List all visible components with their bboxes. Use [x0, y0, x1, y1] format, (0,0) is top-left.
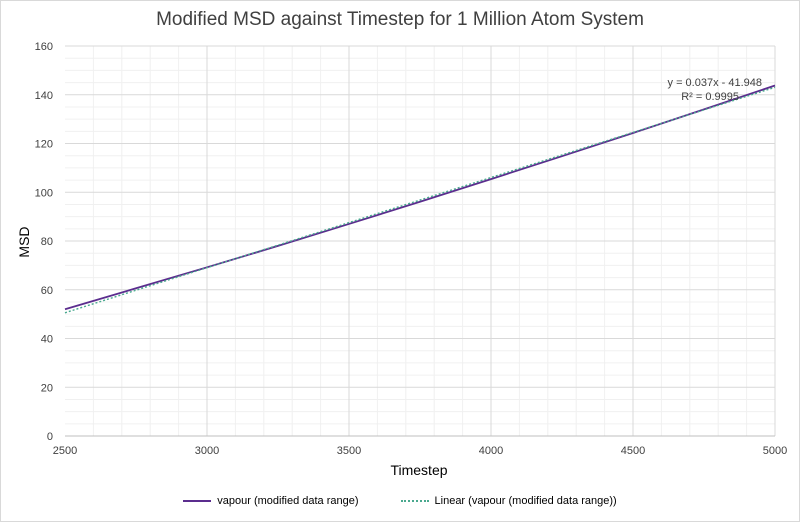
major-gridlines	[65, 45, 776, 436]
x-tick-label: 2500	[53, 445, 77, 457]
series-layer	[64, 84, 776, 314]
x-tick-label: 3500	[337, 445, 361, 457]
y-tick-label: 40	[41, 334, 53, 346]
x-tick-labels: 2500 3000 3500 4000 4500 5000	[53, 445, 787, 457]
y-tick-label: 160	[35, 41, 53, 53]
legend-label-linear: Linear (vapour (modified data range))	[434, 495, 617, 507]
y-tick-label: 100	[35, 187, 53, 199]
y-tick-label: 120	[35, 139, 53, 151]
y-tick-labels: 0 20 40 60 80 100 120 140 160	[35, 41, 53, 443]
y-tick-label: 0	[47, 431, 53, 443]
y-tick-label: 140	[35, 90, 53, 102]
trendline-linear	[64, 86, 776, 314]
legend: vapour (modified data range) Linear (vap…	[0, 495, 800, 507]
x-axis-label: Timestep	[390, 462, 447, 478]
trendline-equation: y = 0.037x - 41.948	[668, 77, 762, 89]
x-tick-label: 3000	[195, 445, 219, 457]
legend-item-vapour: vapour (modified data range)	[183, 495, 359, 507]
y-axis-label: MSD	[16, 226, 32, 257]
y-tick-label: 80	[41, 236, 53, 248]
x-tick-label: 4500	[621, 445, 645, 457]
y-tick-label: 60	[41, 285, 53, 297]
x-tick-label: 5000	[763, 445, 787, 457]
trendline-r-squared: R² = 0.9995	[681, 91, 739, 103]
legend-item-linear: Linear (vapour (modified data range))	[400, 495, 617, 507]
legend-label-vapour: vapour (modified data range)	[217, 495, 359, 507]
legend-swatch-solid	[183, 500, 212, 502]
y-tick-label: 20	[41, 382, 53, 394]
chart-title: Modified MSD against Timestep for 1 Mill…	[156, 9, 644, 30]
x-tick-label: 4000	[479, 445, 503, 457]
legend-swatch-dotted	[400, 500, 429, 502]
